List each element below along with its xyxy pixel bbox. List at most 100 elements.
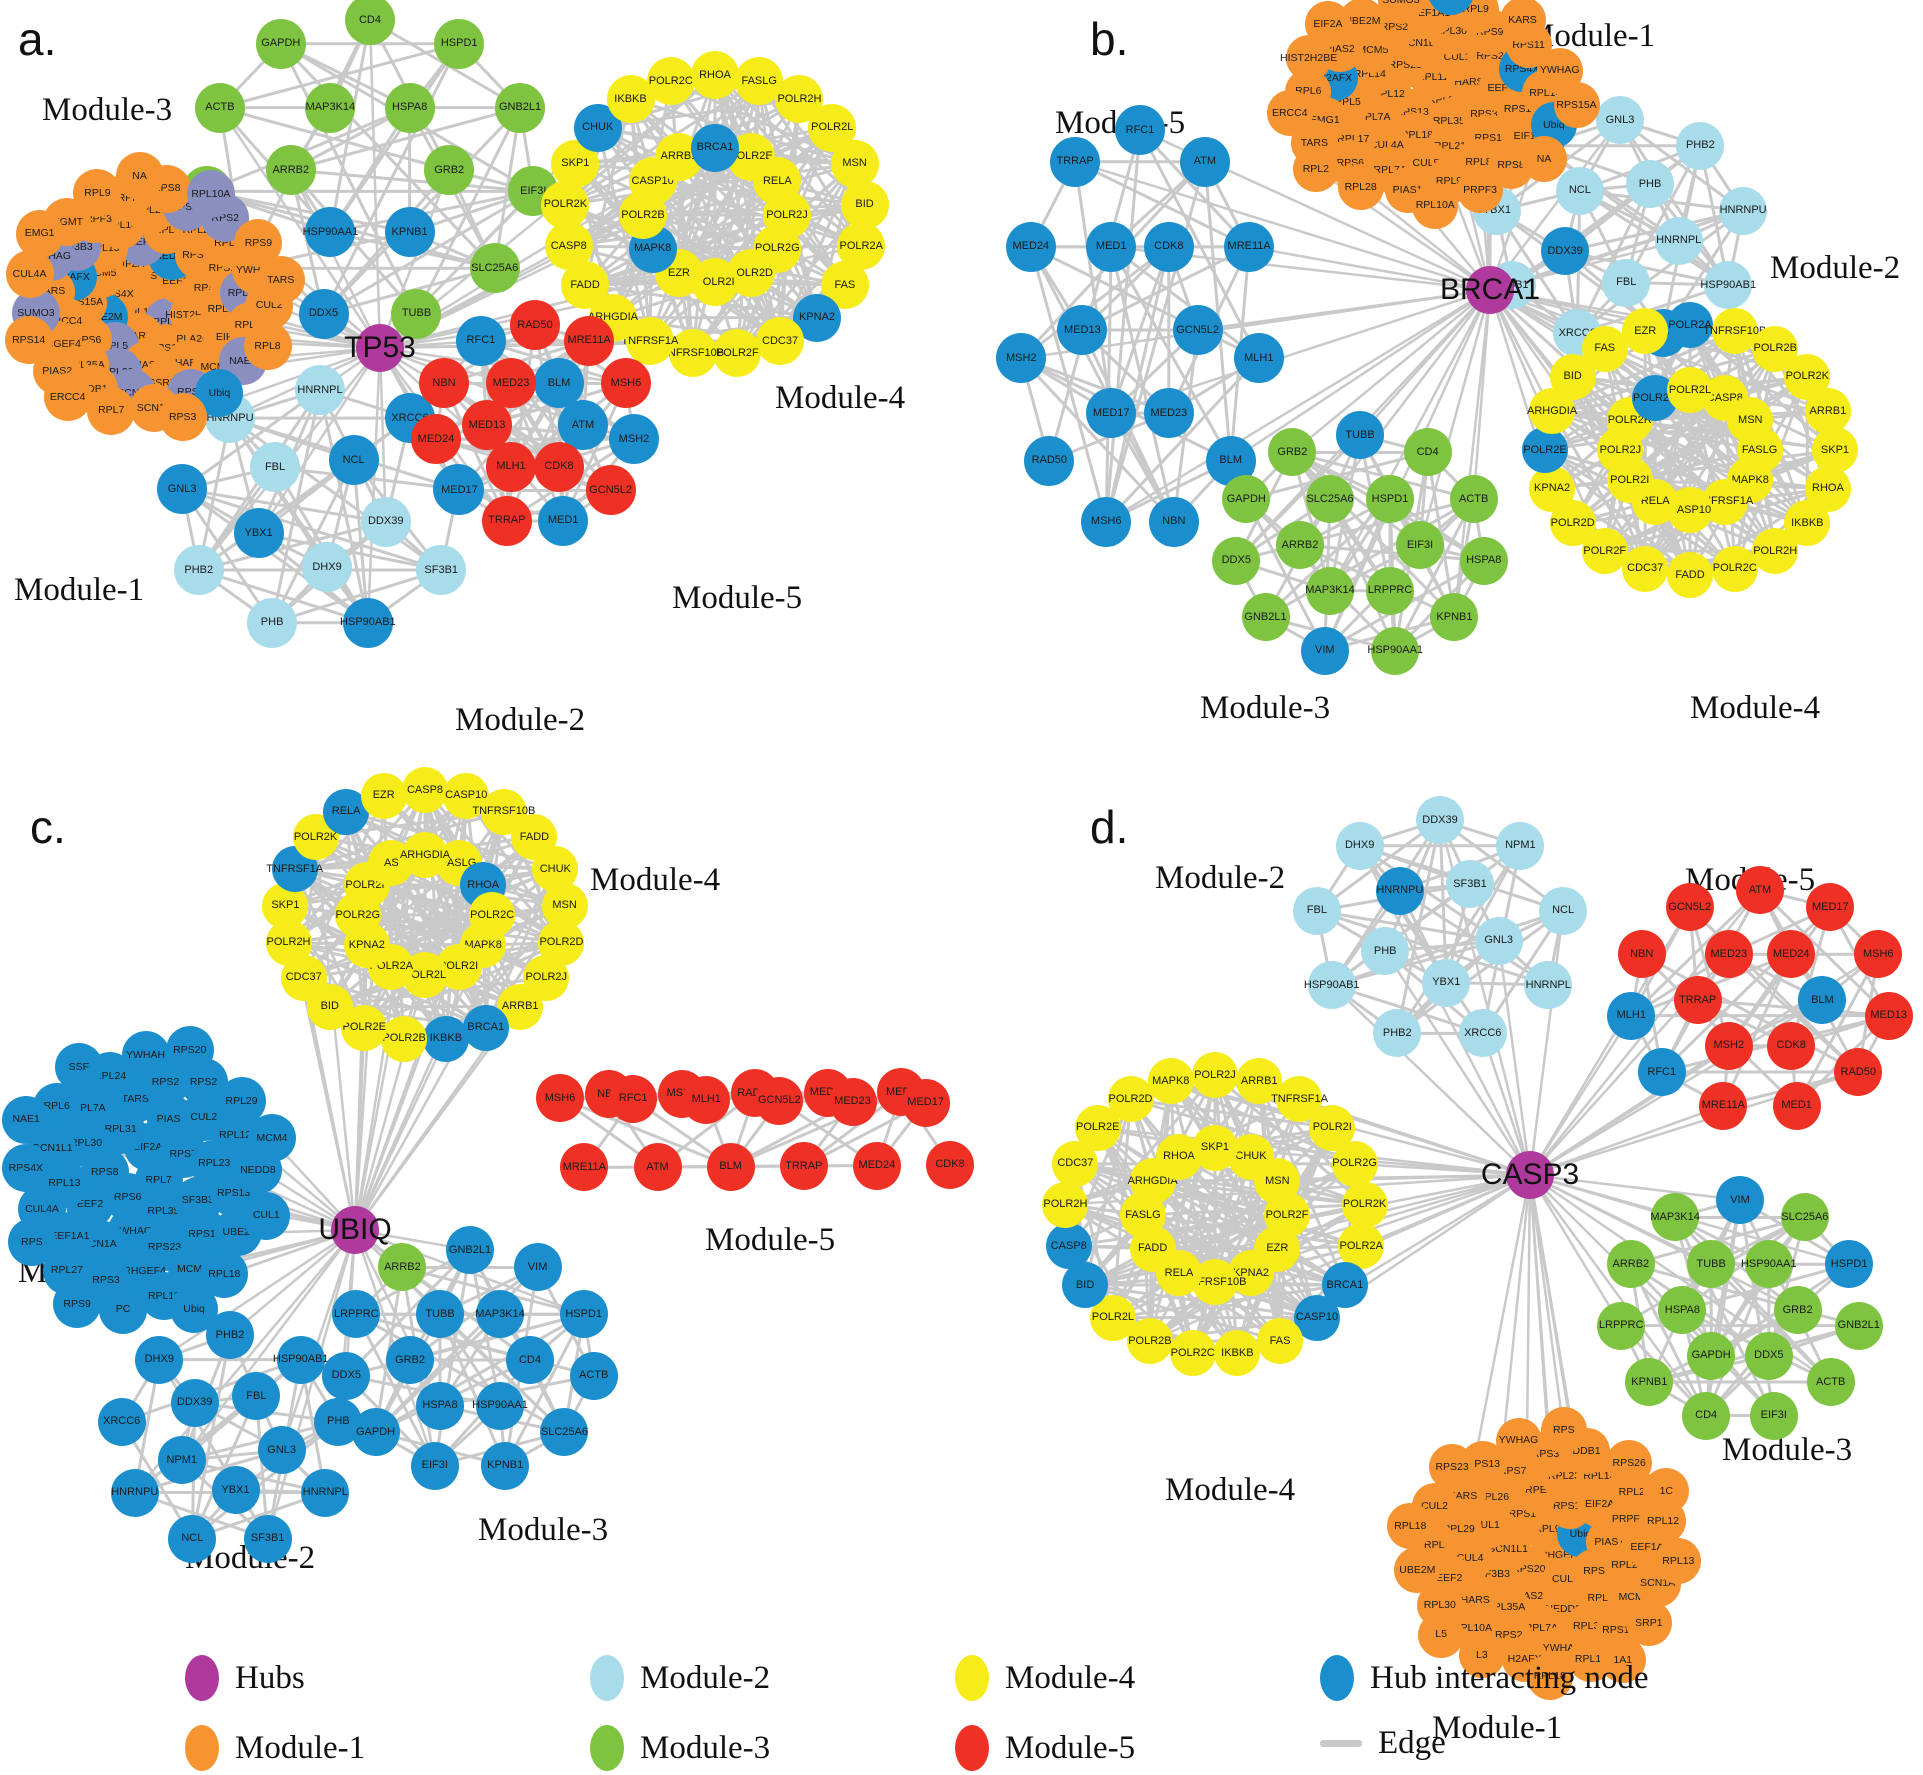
- c-m5-MED17[interactable]: MED17: [901, 1078, 950, 1127]
- b-m1-KARS[interactable]: KARS: [1499, 0, 1546, 44]
- c-m1-RPS20[interactable]: RPS20: [165, 1026, 214, 1075]
- c-m3-GNB2L1[interactable]: GNB2L1: [446, 1226, 494, 1274]
- d-m1-RPL13[interactable]: RPL13: [1655, 1538, 1702, 1585]
- a-m3-HSPA8[interactable]: HSPA8: [384, 82, 435, 133]
- d-m5-MED1[interactable]: MED1: [1772, 1081, 1821, 1130]
- c-m3-ARRB2[interactable]: ARRB2: [378, 1243, 427, 1292]
- c-m1-YWHAH[interactable]: YWHAH: [121, 1030, 170, 1079]
- a-m1-ERCC4[interactable]: ERCC4: [43, 373, 92, 422]
- c-m5-TRRAP[interactable]: TRRAP: [779, 1142, 828, 1191]
- a-m3-KPNB1[interactable]: KPNB1: [384, 207, 435, 258]
- d-m3-CD4[interactable]: CD4: [1682, 1391, 1731, 1440]
- d-m1-YWHAG[interactable]: YWHAG: [1495, 1417, 1542, 1464]
- a-m1-EMG1[interactable]: EMG1: [15, 209, 64, 258]
- d-m5-TRRAP[interactable]: TRRAP: [1673, 976, 1722, 1024]
- b-m2-HSP90AB1[interactable]: HSP90AB1: [1700, 261, 1756, 309]
- d-m2-HNRNPU[interactable]: HNRNPU: [1375, 866, 1424, 915]
- d-m3-DDX5[interactable]: DDX5: [1744, 1331, 1793, 1380]
- d-m3-HSP90AA1[interactable]: HSP90AA1: [1741, 1240, 1797, 1289]
- b-m5-TRRAP[interactable]: TRRAP: [1050, 136, 1101, 187]
- a-m4-POLR2K[interactable]: POLR2K: [541, 180, 590, 229]
- d-m2-NPM1[interactable]: NPM1: [1496, 821, 1545, 870]
- c-m3-MAP3K14[interactable]: MAP3K14: [475, 1290, 525, 1339]
- d-m1-RPS[interactable]: RPS: [1540, 1406, 1587, 1453]
- d-m5-CDK8[interactable]: CDK8: [1767, 1021, 1816, 1070]
- b-m5-RAD50[interactable]: RAD50: [1024, 435, 1075, 486]
- b-m1-PRPF3[interactable]: PRPF3: [1457, 167, 1504, 214]
- d-m3-EIF3I[interactable]: EIF3I: [1749, 1391, 1798, 1440]
- d-m1-1C[interactable]: 1C: [1643, 1468, 1690, 1515]
- d-m3-HSPA8[interactable]: HSPA8: [1658, 1286, 1707, 1334]
- hub-node-ubiq[interactable]: UBIQ: [318, 1206, 392, 1254]
- b-m3-TUBB[interactable]: TUBB: [1336, 411, 1384, 459]
- d-m2-DHX9[interactable]: DHX9: [1335, 821, 1384, 870]
- c-m1-RPS[interactable]: RPS: [7, 1218, 56, 1267]
- a-m1-TARS[interactable]: TARS: [256, 255, 305, 304]
- d-m2-PHB2[interactable]: PHB2: [1373, 1009, 1422, 1058]
- c-m4-BRCA1[interactable]: BRCA1: [462, 1004, 509, 1051]
- c-m5-MED24[interactable]: MED24: [852, 1141, 901, 1190]
- c-m4-ARHGDIA[interactable]: ARHGDIA: [400, 832, 450, 878]
- a-m1-CUL4A[interactable]: CUL4A: [5, 250, 54, 299]
- c-m2-FBL[interactable]: FBL: [232, 1372, 281, 1421]
- b-m5-CDK8[interactable]: CDK8: [1143, 221, 1194, 272]
- a-m3-ARRB2[interactable]: ARRB2: [265, 145, 316, 195]
- hub-node-tp53[interactable]: TP53: [344, 324, 416, 372]
- c-m3-GAPDH[interactable]: GAPDH: [351, 1408, 400, 1457]
- c-m1-SSF[interactable]: SSF: [54, 1043, 103, 1092]
- d-m5-MED23[interactable]: MED23: [1704, 930, 1753, 979]
- d-m5-MSH2[interactable]: MSH2: [1704, 1021, 1753, 1070]
- c-m5-CDK8[interactable]: CDK8: [926, 1140, 974, 1189]
- c-m3-EIF3I[interactable]: EIF3I: [410, 1441, 459, 1490]
- a-m2-PHB2[interactable]: PHB2: [173, 545, 224, 595]
- c-m2-NPM1[interactable]: NPM1: [157, 1436, 206, 1485]
- d-m1-UBE2M[interactable]: UBE2M: [1394, 1546, 1441, 1593]
- a-m4-POLR2C[interactable]: POLR2C: [646, 57, 695, 106]
- a-m2-DHX9[interactable]: DHX9: [302, 542, 353, 593]
- d-m2-GNL3[interactable]: GNL3: [1474, 916, 1523, 965]
- b-m3-EIF3I[interactable]: EIF3I: [1396, 521, 1444, 569]
- b-m3-ARRB2[interactable]: ARRB2: [1276, 521, 1324, 569]
- b-m3-HSPA8[interactable]: HSPA8: [1459, 536, 1508, 585]
- a-m5-NBN[interactable]: NBN: [419, 358, 470, 409]
- a-m3-TUBB[interactable]: TUBB: [391, 288, 442, 339]
- b-m1-RPLS[interactable]: RPLS: [1427, 0, 1474, 15]
- b-m5-GCN5L2[interactable]: GCN5L2: [1172, 305, 1223, 355]
- b-m2-NCL[interactable]: NCL: [1555, 166, 1604, 215]
- c-m2-DDX39[interactable]: DDX39: [170, 1378, 219, 1427]
- c-m5-MSH6[interactable]: MSH6: [536, 1074, 584, 1122]
- d-m4-POLR2G[interactable]: POLR2G: [1331, 1140, 1378, 1187]
- a-m3-GRB2[interactable]: GRB2: [424, 145, 475, 195]
- c-m2-NCL[interactable]: NCL: [168, 1514, 217, 1563]
- a-m3-CD4[interactable]: CD4: [345, 0, 395, 45]
- c-m2-HSP90AB1[interactable]: HSP90AB1: [273, 1335, 329, 1384]
- a-m5-MSH6[interactable]: MSH6: [600, 358, 651, 409]
- d-m2-PHB[interactable]: PHB: [1361, 927, 1410, 976]
- b-m2-HNRNPL[interactable]: HNRNPL: [1654, 216, 1703, 265]
- a-m2-YBX1[interactable]: YBX1: [233, 508, 284, 559]
- d-m1-L5[interactable]: L5: [1418, 1611, 1465, 1658]
- d-m3-LRPPRC[interactable]: LRPPRC: [1597, 1301, 1646, 1350]
- a-m5-RFC1[interactable]: RFC1: [455, 315, 506, 366]
- a-m4-CASP8[interactable]: CASP8: [544, 222, 593, 271]
- a-m2-HNRNPL[interactable]: HNRNPL: [295, 365, 345, 415]
- d-m5-MSH6[interactable]: MSH6: [1854, 930, 1903, 979]
- c-m2-XRCC6[interactable]: XRCC6: [97, 1397, 146, 1446]
- c-m1-CUL1[interactable]: CUL1: [242, 1191, 291, 1240]
- b-m4-POLR2C[interactable]: POLR2C: [1711, 545, 1758, 592]
- a-m3-GAPDH[interactable]: GAPDH: [255, 18, 306, 69]
- a-m3-HSP90AA1[interactable]: HSP90AA1: [303, 207, 358, 258]
- a-m5-CDK8[interactable]: CDK8: [534, 441, 584, 492]
- a-m4-MSN[interactable]: MSN: [830, 139, 879, 188]
- b-m4-TNFRSF10B[interactable]: TNFRSF10B: [1703, 308, 1766, 355]
- b-m2-HNRNPU[interactable]: HNRNPU: [1719, 186, 1768, 235]
- c-m3-CD4[interactable]: CD4: [506, 1336, 554, 1384]
- a-m3-SLC25A6[interactable]: SLC25A6: [469, 243, 520, 294]
- b-m2-PHB[interactable]: PHB: [1626, 160, 1674, 209]
- d-m3-VIM[interactable]: VIM: [1716, 1176, 1764, 1224]
- c-m2-DHX9[interactable]: DHX9: [135, 1335, 184, 1384]
- d-m4-POLR2K[interactable]: POLR2K: [1341, 1181, 1388, 1228]
- a-m5-MED23[interactable]: MED23: [486, 358, 536, 409]
- a-m4-RHOA[interactable]: RHOA: [691, 51, 739, 99]
- b-m5-MLH1[interactable]: MLH1: [1233, 333, 1284, 384]
